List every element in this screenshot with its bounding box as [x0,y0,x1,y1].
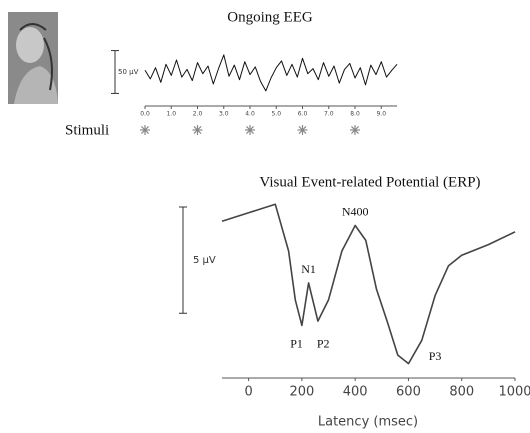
data-line [221,203,516,365]
stimulus [192,125,203,135]
stimulus-ray [246,126,254,134]
stimuli-label: Stimuli [65,122,109,138]
stimulus [297,125,308,135]
annotation: P1 [290,336,303,350]
annotation: N1 [301,262,316,276]
x-tick-label: 0 [244,385,252,400]
x-tick-label: 200 [289,385,314,400]
annotation: P3 [429,349,442,363]
stimulus-ray [298,126,307,134]
stimulus-ray [141,126,149,134]
x-axis-label: Latency (msec) [318,415,418,430]
x-tick-label: 7.0 [324,111,334,118]
stimulus [140,125,150,135]
x-tick-label: 3.0 [219,111,229,118]
x-tick-label: 9.0 [376,111,386,118]
subject-image [8,12,58,104]
x-tick-label: 1.0 [166,111,176,118]
stimulus [245,125,255,135]
stimulus-ray [193,126,202,134]
x-tick-label: 2.0 [193,111,203,118]
x-tick-label: 600 [396,385,421,400]
x-tick-label: 0.0 [140,111,150,118]
eeg-title: Ongoing EEG [227,9,313,25]
stimulus-ray [351,126,359,134]
x-tick-label: 400 [343,385,368,400]
x-tick-label: 800 [449,385,474,400]
annotation: P2 [317,336,330,350]
scale-label: 5 µV [193,255,216,266]
scale-label: 50 µV [118,68,139,76]
x-tick-label: 4.0 [245,111,255,118]
x-tick-label: 5.0 [271,111,281,118]
stimulus [350,125,360,135]
x-tick-label: 6.0 [298,111,308,118]
erp-title: Visual Event-related Potential (ERP) [259,174,480,190]
x-tick-label: 1000 [498,385,530,400]
annotation: N400 [342,205,369,219]
x-tick-label: 8.0 [350,111,360,118]
data-line [144,54,398,92]
